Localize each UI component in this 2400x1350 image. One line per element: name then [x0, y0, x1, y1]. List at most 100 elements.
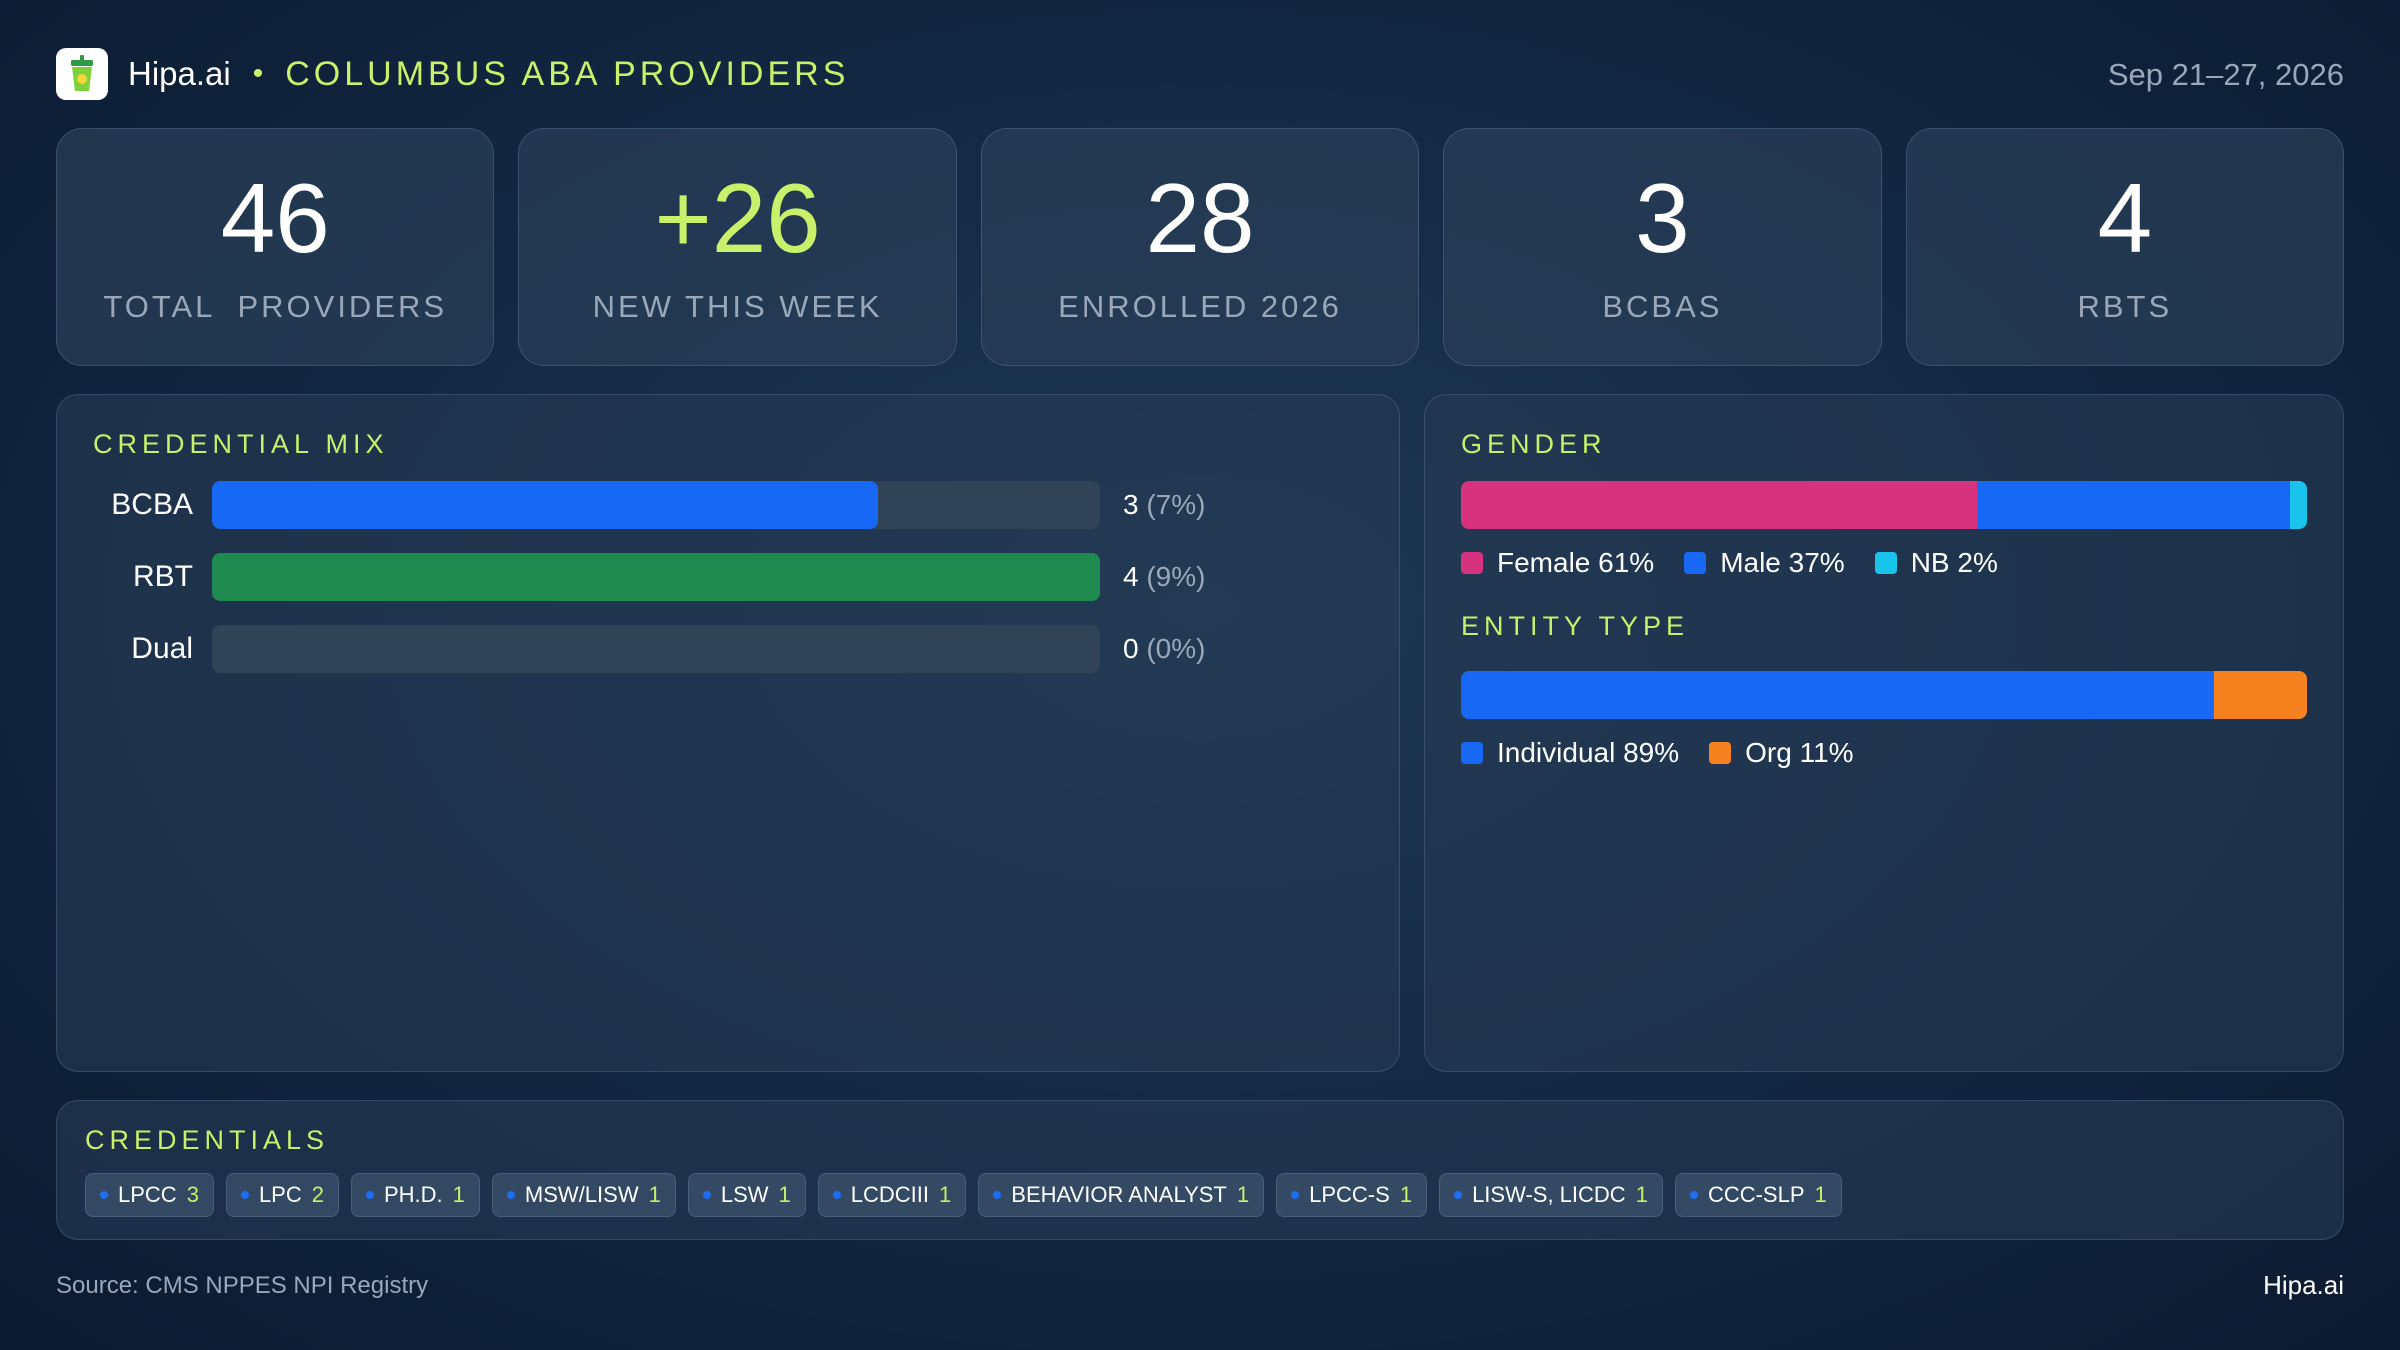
- legend-label: NB 2%: [1910, 547, 1998, 578]
- gender-title: GENDER: [1461, 429, 1607, 459]
- bullet-icon: [1689, 1191, 1698, 1199]
- chip-count: 1: [452, 1182, 465, 1207]
- legend-swatch: [1874, 552, 1897, 574]
- chip-label: LPCC-S: [1309, 1182, 1390, 1207]
- mix-percent: (9%): [1146, 561, 1206, 592]
- kpi-label: BCBAS: [1602, 289, 1723, 324]
- mix-bar: [212, 553, 1100, 601]
- mix-track: [212, 625, 1100, 673]
- legend-swatch: [1709, 742, 1732, 764]
- mix-value: 3 (7%): [1123, 481, 1205, 529]
- legend-label: Org 11%: [1745, 737, 1854, 768]
- chip-count: 1: [939, 1182, 952, 1207]
- gender-legend: Female 61% Male 37% NB 2%: [1461, 547, 1998, 579]
- chip-label: LCDCIII: [850, 1182, 930, 1207]
- mix-count: 3: [1123, 489, 1139, 520]
- credential-mix-panel: CREDENTIAL MIX BCBA 3 (7%) RBT 4 (9%) Du…: [56, 394, 1400, 1072]
- kpi-label: RBTS: [2077, 289, 2173, 324]
- kpi-label: NEW THIS WEEK: [592, 289, 883, 324]
- gender-segment-female: [1461, 481, 1978, 529]
- chip-label: BEHAVIOR ANALYST: [1011, 1182, 1227, 1207]
- mix-track: [212, 481, 1100, 529]
- entity-segment-org: [2213, 671, 2307, 719]
- title-separator: •: [252, 57, 264, 90]
- kpi-value: +26: [654, 163, 821, 273]
- credential-chip[interactable]: LCDCIII 1: [817, 1173, 967, 1217]
- bullet-icon: [1454, 1191, 1463, 1199]
- header: Hipa.ai • COLUMBUS ABA PROVIDERS Sep 21–…: [56, 47, 2344, 101]
- credential-chip[interactable]: LPCC 3: [85, 1173, 214, 1217]
- mix-label: RBT: [133, 560, 193, 593]
- kpi-row: 46 TOTAL PROVIDERS +26 NEW THIS WEEK 28 …: [56, 128, 2345, 366]
- kpi-rbts: 4 RBTS: [1905, 128, 2345, 366]
- mix-count: 4: [1123, 561, 1139, 592]
- bullet-icon: [832, 1191, 841, 1199]
- app-logo: [56, 48, 108, 100]
- chip-label: MSW/LISW: [524, 1182, 639, 1207]
- kpi-value: 28: [1145, 163, 1255, 273]
- chip-count: 2: [311, 1182, 324, 1207]
- chip-label: LSW: [720, 1182, 769, 1207]
- credential-chip[interactable]: LPCC-S 1: [1276, 1173, 1428, 1217]
- mix-percent: (0%): [1146, 633, 1206, 664]
- legend-item-org: Org 11%: [1709, 737, 1854, 769]
- legend-swatch: [1684, 552, 1707, 574]
- brand-name: Hipa.ai: [128, 55, 231, 92]
- bullet-icon: [100, 1191, 108, 1199]
- mix-track: [212, 553, 1100, 601]
- credential-mix-title: CREDENTIAL MIX: [93, 429, 389, 459]
- chip-count: 1: [1236, 1182, 1250, 1207]
- kpi-total-providers: 46 TOTAL PROVIDERS: [56, 128, 495, 366]
- kpi-value: 46: [220, 163, 330, 273]
- legend-item-nb: NB 2%: [1874, 547, 1998, 579]
- credential-chip[interactable]: PH.D. 1: [350, 1173, 480, 1217]
- kpi-new-this-week: +26 NEW THIS WEEK: [518, 128, 957, 366]
- legend-label: Male 37%: [1720, 547, 1845, 578]
- bullet-icon: [240, 1191, 249, 1199]
- chip-count: 1: [1814, 1182, 1827, 1207]
- chip-count: 1: [778, 1182, 791, 1207]
- chip-count: 1: [1399, 1182, 1413, 1207]
- credential-chip[interactable]: LSW 1: [687, 1173, 806, 1217]
- footer-brand: Hipa.ai: [2263, 1270, 2344, 1300]
- credential-chip[interactable]: CCC-SLP 1: [1674, 1173, 1842, 1217]
- mix-row-bcba: BCBA 3 (7%): [57, 481, 1357, 529]
- chip-count: 1: [1635, 1182, 1648, 1207]
- kpi-enrolled-2026: 28 ENROLLED 2026: [980, 128, 1420, 366]
- credential-chip[interactable]: MSW/LISW 1: [491, 1173, 676, 1217]
- chip-label: LISW-S, LICDC: [1472, 1182, 1626, 1207]
- chip-label: LPCC: [118, 1182, 177, 1207]
- credential-chip[interactable]: LISW-S, LICDC 1: [1439, 1173, 1663, 1217]
- mix-label: BCBA: [111, 488, 193, 521]
- page-title: COLUMBUS ABA PROVIDERS: [285, 54, 850, 93]
- bullet-icon: [1291, 1191, 1300, 1199]
- legend-label: Individual 89%: [1497, 737, 1680, 768]
- credential-chip[interactable]: BEHAVIOR ANALYST 1: [978, 1173, 1265, 1217]
- credentials-panel: CREDENTIALS LPCC 3 LPC 2 PH.D. 1 MSW/LISW 1 …: [56, 1100, 2344, 1240]
- entity-type-legend: Individual 89% Org 11%: [1461, 737, 1854, 769]
- credential-chip[interactable]: LPC 2: [225, 1173, 339, 1217]
- legend-item-male: Male 37%: [1684, 547, 1845, 579]
- legend-swatch: [1461, 552, 1483, 574]
- legend-label: Female 61%: [1497, 547, 1655, 578]
- bullet-icon: [993, 1191, 1002, 1199]
- mix-row-rbt: RBT 4 (9%): [57, 553, 1357, 601]
- kpi-value: 3: [1635, 163, 1690, 273]
- credential-chip-list: LPCC 3 LPC 2 PH.D. 1 MSW/LISW 1 LSW 1 LCDCIII…: [85, 1173, 1842, 1217]
- source-note: Source: CMS NPPES NPI Registry: [56, 1272, 429, 1299]
- date-range: Sep 21–27, 2026: [2107, 57, 2344, 92]
- chip-label: CCC-SLP: [1707, 1182, 1805, 1207]
- mix-row-dual: Dual 0 (0%): [57, 625, 1357, 673]
- gender-stacked-bar: [1461, 481, 2307, 529]
- cup-icon: [71, 55, 93, 91]
- mix-value: 4 (9%): [1123, 553, 1205, 601]
- bullet-icon: [506, 1191, 515, 1199]
- gender-segment-male: [1977, 481, 2291, 529]
- chip-label: LPC: [258, 1182, 302, 1207]
- kpi-bcbas: 3 BCBAS: [1443, 128, 1882, 366]
- bullet-icon: [365, 1191, 374, 1199]
- mix-value: 0 (0%): [1123, 625, 1205, 673]
- entity-type-stacked-bar: [1461, 671, 2307, 719]
- credentials-title: CREDENTIALS: [85, 1125, 330, 1155]
- legend-item-individual: Individual 89%: [1461, 737, 1679, 769]
